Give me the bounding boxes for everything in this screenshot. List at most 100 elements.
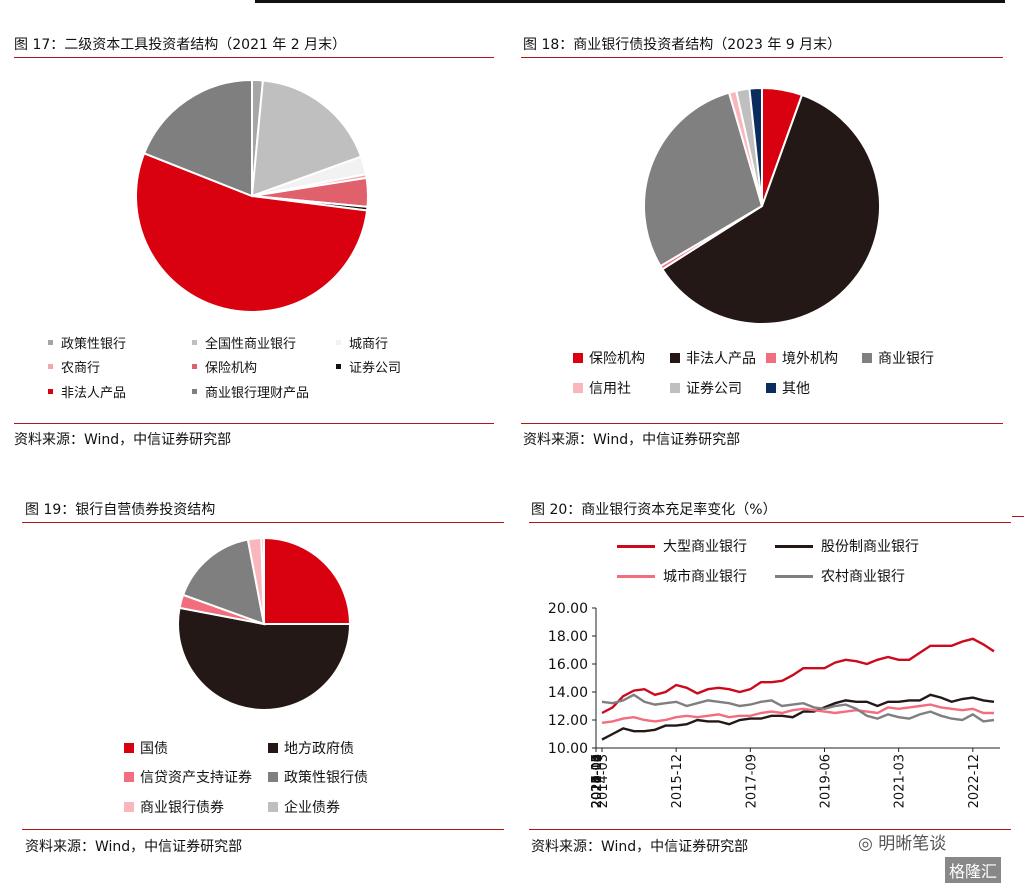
y-tick-label: 18.00 xyxy=(548,629,588,645)
legend-swatch xyxy=(124,743,134,753)
fig17-slice-8 xyxy=(142,78,253,198)
legend-swatch xyxy=(573,383,583,393)
legend-swatch xyxy=(48,364,53,369)
fig20-source: 资料来源：Wind，中信证券研究部 xyxy=(531,839,749,855)
fig17-legend-item: 农商行 xyxy=(48,357,100,376)
fig17-source: 资料来源：Wind，中信证券研究部 xyxy=(14,432,232,448)
legend-swatch xyxy=(336,364,341,369)
x-tick-label: 2016-07 xyxy=(590,754,605,808)
legend-label: 保险机构 xyxy=(589,351,645,367)
fig17-title-rule xyxy=(14,57,494,58)
legend-label: 地方政府债 xyxy=(284,741,354,757)
legend-label: 商业银行理财产品 xyxy=(205,386,310,401)
legend-label: 政策性银行债 xyxy=(284,770,368,786)
series-line-2 xyxy=(601,693,995,741)
x-tick-label: 2017-09 xyxy=(744,754,759,808)
fig19-legend-item: 政策性银行债 xyxy=(268,767,368,787)
fig19-slice-2 xyxy=(177,606,352,711)
fig18-legend-item: 非法人产品 xyxy=(670,348,756,368)
legend-line xyxy=(617,544,655,548)
legend-line xyxy=(775,544,813,548)
legend-swatch xyxy=(862,353,872,363)
fig20-title-rule xyxy=(529,522,1011,523)
fig19-source: 资料来源：Wind，中信证券研究部 xyxy=(25,839,243,855)
x-tick-label: 2021-03 xyxy=(893,754,908,808)
fig19-legend-item: 商业银行债券 xyxy=(124,797,224,817)
x-tick-label: 2022-05 xyxy=(590,754,605,808)
legend-swatch xyxy=(336,340,341,345)
legend-label: 境外机构 xyxy=(782,351,838,367)
legend-label: 企业债券 xyxy=(284,800,340,816)
y-tick-label: 20.00 xyxy=(548,601,588,617)
legend-swatch xyxy=(48,389,53,394)
y-tick-label: 10.00 xyxy=(548,741,588,757)
fig17-legend-item: 证券公司 xyxy=(336,357,401,376)
fig19-source-rule xyxy=(22,829,504,830)
fig20-legend-item: 大型商业银行 xyxy=(617,536,747,556)
watermark-label: 明晰笔谈 xyxy=(878,834,947,854)
y-tick-label: 16.00 xyxy=(548,657,588,673)
x-tick-label: 2022-12 xyxy=(967,754,982,808)
x-tick-label: 2018-04 xyxy=(590,754,605,808)
fig20-line-chart: 10.0012.0014.0016.0018.0020.002014-03201… xyxy=(548,601,1000,808)
x-tick-label: 2015-05 xyxy=(590,754,605,808)
fig18-source: 资料来源：Wind，中信证券研究部 xyxy=(523,432,741,448)
legend-swatch xyxy=(124,772,134,782)
legend-swatch xyxy=(766,353,776,363)
x-tick-label: 2017-02 xyxy=(590,754,605,808)
fig18-legend-item: 信用社 xyxy=(573,378,631,398)
legend-line xyxy=(775,574,813,578)
fig18-legend-item: 证券公司 xyxy=(670,378,742,398)
x-tick-label: 2019-06 xyxy=(818,754,833,808)
legend-label: 证券公司 xyxy=(686,381,742,397)
legend-label: 商业银行 xyxy=(878,351,934,367)
x-tick-label: 2014-10 xyxy=(590,754,605,808)
y-tick-label: 14.00 xyxy=(548,685,588,701)
legend-swatch xyxy=(192,389,197,394)
fig20-title: 图 20：商业银行资本充足率变化（%） xyxy=(531,502,777,518)
margin-mark xyxy=(1012,516,1024,517)
legend-label: 城市商业银行 xyxy=(663,569,747,585)
watermark-badge: 格隆汇 xyxy=(945,857,1002,883)
legend-label: 政策性银行 xyxy=(61,337,127,352)
x-tick-label: 2018-11 xyxy=(590,754,605,808)
legend-label: 全国性商业银行 xyxy=(205,337,297,352)
fig18-slice-2 xyxy=(660,93,881,325)
fig18-legend-item: 商业银行 xyxy=(862,348,934,368)
fig18-title: 图 18：商业银行债投资者结构（2023 年 9 月末） xyxy=(523,37,842,53)
fig17-slice-2 xyxy=(250,79,363,198)
legend-swatch xyxy=(124,802,134,812)
fig19-slice-6 xyxy=(260,536,265,625)
fig19-slice-1 xyxy=(263,536,352,625)
wechat-icon: ◎ xyxy=(858,834,879,854)
legend-swatch xyxy=(670,383,680,393)
x-tick-label: 2021-10 xyxy=(590,754,605,808)
legend-label: 其他 xyxy=(782,381,810,397)
fig19-legend-item: 信贷资产支持证券 xyxy=(124,767,252,787)
legend-swatch xyxy=(573,353,583,363)
fig17-legend-item: 非法人产品 xyxy=(48,382,126,401)
x-tick-label: 2020-01 xyxy=(590,754,605,808)
fig17-legend-item: 政策性银行 xyxy=(48,333,126,352)
fig19-legend-item: 企业债券 xyxy=(268,797,340,817)
legend-swatch xyxy=(268,743,278,753)
fig17-legend-item: 城商行 xyxy=(336,333,388,352)
fig20-legend-item: 农村商业银行 xyxy=(775,566,905,586)
x-tick-label: 2014-03 xyxy=(596,754,611,808)
legend-line xyxy=(617,574,655,578)
legend-label: 证券公司 xyxy=(349,361,402,376)
fig19-title: 图 19：银行自营债券投资结构 xyxy=(25,502,216,518)
fig20-source-rule xyxy=(529,829,1011,830)
legend-swatch xyxy=(268,802,278,812)
fig18-source-rule xyxy=(521,423,1003,424)
watermark-text: ◎ 明晰笔谈 xyxy=(858,829,946,854)
y-tick-label: 12.00 xyxy=(548,713,588,729)
legend-label: 股份制商业银行 xyxy=(821,539,919,555)
fig20-legend-item: 股份制商业银行 xyxy=(775,536,919,556)
legend-label: 农村商业银行 xyxy=(821,569,905,585)
fig19-legend-item: 国债 xyxy=(124,738,168,758)
fig17-legend-item: 保险机构 xyxy=(192,357,257,376)
legend-swatch xyxy=(766,383,776,393)
fig20-legend-item: 城市商业银行 xyxy=(617,566,747,586)
legend-swatch xyxy=(48,340,53,345)
